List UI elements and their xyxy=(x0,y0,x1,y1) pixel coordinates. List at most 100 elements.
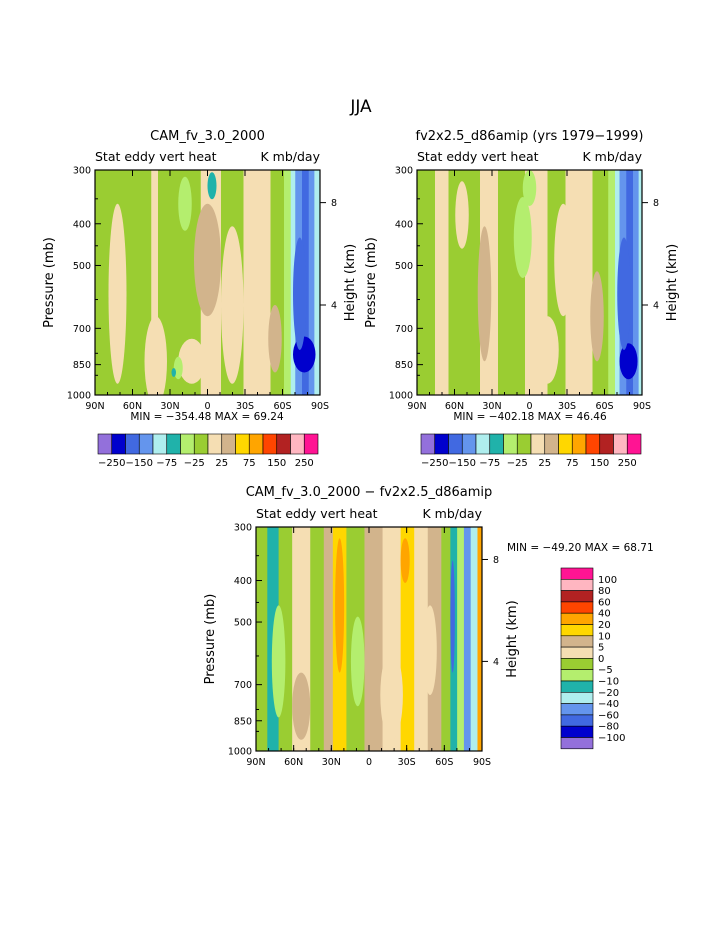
contour-region xyxy=(450,560,455,673)
y-tick-label: 500 xyxy=(73,261,91,272)
colorbar-box xyxy=(125,433,140,455)
colorbar-box xyxy=(221,433,236,455)
min-max-label: MIN = −49.20 MAX = 68.71 xyxy=(507,542,654,554)
panel-title: CAM_fv_3.0_2000 − fv2x2.5_d86amip xyxy=(246,485,493,500)
colorbar-label: −60 xyxy=(598,710,619,721)
x-tick-label: 30S xyxy=(558,401,576,412)
colorbar-box xyxy=(560,737,594,750)
colorbar-box xyxy=(97,433,113,455)
contour-band xyxy=(284,170,292,395)
colorbar-label: 75 xyxy=(243,458,256,469)
colorbar-box xyxy=(544,433,559,455)
contour-region xyxy=(423,605,437,695)
colorbar-box xyxy=(558,433,573,455)
x-tick-label: 60N xyxy=(123,401,142,412)
x-tick-label: 30S xyxy=(236,401,254,412)
variable-label: Stat eddy vert heat xyxy=(256,506,378,521)
contour-region xyxy=(554,203,573,317)
contour-region xyxy=(617,237,631,350)
colorbar-box xyxy=(560,578,594,591)
colorbar-box xyxy=(613,433,628,455)
contour-band xyxy=(400,527,415,751)
contour-fill xyxy=(256,527,482,751)
variable-label: Stat eddy vert heat xyxy=(417,149,539,164)
colorbar-box xyxy=(475,433,491,455)
y-tick-label: 850 xyxy=(73,360,91,371)
contour-band xyxy=(243,170,271,395)
colorbar-box xyxy=(434,433,449,455)
contour-region xyxy=(173,356,183,380)
y-tick-label: 500 xyxy=(234,618,252,629)
x-tick-label: 60N xyxy=(284,757,303,768)
contour-band xyxy=(417,170,436,395)
colorbar-box xyxy=(560,601,594,614)
colorbar-box xyxy=(560,680,594,693)
colorbar-label: −100 xyxy=(598,733,625,744)
colorbar-label: −250 xyxy=(421,458,448,469)
x-tick-label: 90S xyxy=(633,401,651,412)
colorbar-label: −250 xyxy=(98,458,125,469)
contour-region xyxy=(221,226,244,384)
contour-band xyxy=(638,170,642,395)
contour-band xyxy=(633,170,640,395)
min-max-label: MIN = −402.18 MAX = 46.46 xyxy=(453,411,607,423)
colorbar-box xyxy=(420,433,436,455)
x-tick-label: 30S xyxy=(398,757,416,768)
colorbar-label: −150 xyxy=(449,458,476,469)
y-tick-label: 300 xyxy=(395,166,413,177)
y-axis-label: Pressure (mb) xyxy=(203,594,218,685)
colorbar-label: 150 xyxy=(590,458,609,469)
colorbar-label: −25 xyxy=(507,458,528,469)
colorbar-box xyxy=(560,703,594,716)
colorbar-label: 250 xyxy=(295,458,314,469)
colorbar-box xyxy=(571,433,587,455)
contour-band xyxy=(414,527,429,751)
contour-region xyxy=(144,316,167,395)
contour-region xyxy=(194,203,221,317)
x-tick-label: 90N xyxy=(407,401,426,412)
contour-region xyxy=(477,226,492,362)
colorbar-label: −75 xyxy=(479,458,500,469)
y-tick-label: 850 xyxy=(234,716,252,727)
colorbar-label: −10 xyxy=(598,677,619,688)
y-tick-label: 500 xyxy=(395,261,413,272)
x-tick-label: 0 xyxy=(526,401,532,412)
contour-region xyxy=(293,237,307,350)
x-tick-label: 0 xyxy=(204,401,210,412)
units-label: K mb/day xyxy=(423,506,483,521)
colorbar-box xyxy=(489,433,504,455)
colorbar-box xyxy=(180,433,195,455)
contour-band xyxy=(308,170,315,395)
x-tick-label: 90S xyxy=(473,757,491,768)
contour-band xyxy=(457,527,465,751)
colorbar-box xyxy=(290,433,305,455)
panel-fv2x2-5-d86amip: fv2x2.5_d86amip (yrs 1979−1999) 300 400 500… xyxy=(364,129,680,469)
y-tick-label: 400 xyxy=(234,576,252,587)
colorbar-label: −5 xyxy=(598,665,613,676)
colorbar-label: 150 xyxy=(267,458,286,469)
y-tick-label: 400 xyxy=(73,219,91,230)
y-right-tick-label: 8 xyxy=(493,555,499,566)
colorbar-box xyxy=(560,669,594,682)
colorbar-box xyxy=(585,433,601,455)
x-tick-label: 90N xyxy=(85,401,104,412)
contour-region xyxy=(590,271,604,362)
colorbar-box xyxy=(276,433,291,455)
contour-region xyxy=(455,181,469,249)
contour-region xyxy=(513,197,532,278)
contour-region xyxy=(171,368,176,377)
units-label: K mb/day xyxy=(261,149,321,164)
panel-difference: CAM_fv_3.0_2000 − fv2x2.5_d86amip3004005… xyxy=(203,485,654,768)
colorbar-box xyxy=(530,433,546,455)
y-axis-label: Pressure (mb) xyxy=(42,237,57,328)
panel-title: fv2x2.5_d86amip (yrs 1979−1999) xyxy=(416,129,644,144)
x-tick-label: 60S xyxy=(273,401,291,412)
contour-band xyxy=(310,527,325,751)
y-tick-label: 700 xyxy=(73,324,91,335)
colorbar-label: 40 xyxy=(598,609,611,620)
colorbar-label: −75 xyxy=(156,458,177,469)
contour-region xyxy=(350,616,365,707)
colorbar-box xyxy=(560,612,594,625)
